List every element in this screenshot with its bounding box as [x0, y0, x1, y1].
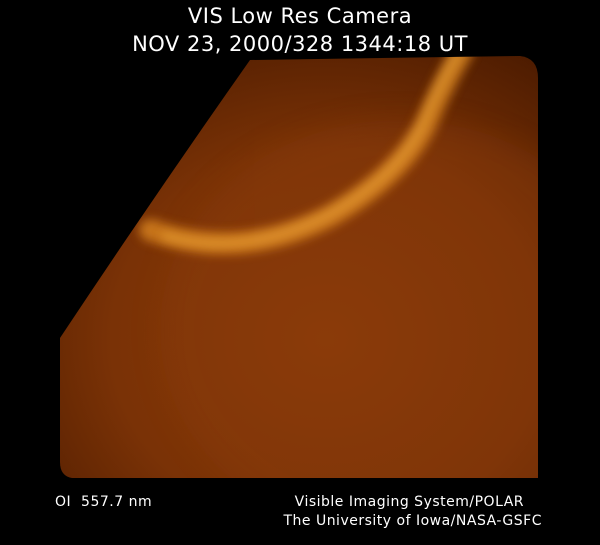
- institution-label: The University of Iowa/NASA-GSFC: [283, 513, 542, 529]
- camera-title: VIS Low Res Camera: [187, 4, 413, 28]
- field-of-view: [60, 56, 538, 478]
- observation-timestamp: NOV 23, 2000/328 1344:18 UT: [132, 32, 468, 56]
- filter-wavelength-label: OI 557.7 nm: [55, 494, 153, 510]
- imaging-system-label: Visible Imaging System/POLAR: [294, 494, 524, 510]
